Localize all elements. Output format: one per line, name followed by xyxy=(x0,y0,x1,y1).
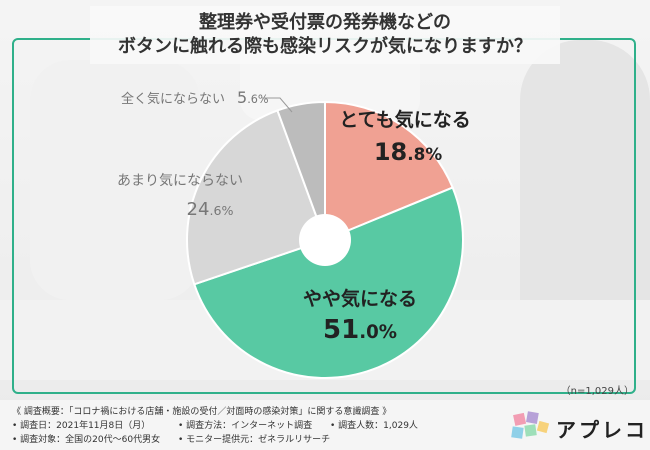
pie-slice xyxy=(324,100,454,242)
pie-slice xyxy=(193,186,464,379)
logo-tile xyxy=(524,424,537,437)
leader-line xyxy=(262,97,293,113)
survey-method: • 調査方法：インターネット調査 xyxy=(178,421,313,431)
survey-people: • 調査人数：1,029人 xyxy=(330,421,418,431)
title-line-2: ボタンに触れる際も感染リスクが気になりますか？ xyxy=(118,36,532,57)
chart-title: 整理券や受付票の発券機などの ボタンに触れる際も感染リスクが気になりますか？ xyxy=(90,6,560,64)
survey-provider: • モニター提供元：ゼネラルリサーチ xyxy=(178,435,331,445)
logo-text: アプレコ xyxy=(556,418,648,442)
logo-tile xyxy=(526,411,539,424)
logo-tile xyxy=(511,426,524,439)
slice-value-label: 18.8% xyxy=(374,138,442,166)
survey-footer: 《 調査概要：「コロナ禍における店舗・施設の受付／対面時の感染対策」に関する意識… xyxy=(0,400,650,450)
slice-category-label: あまり気にならない xyxy=(117,173,243,189)
logo-tile xyxy=(536,420,550,434)
title-line-1: 整理券や受付票の発券機などの xyxy=(199,12,451,33)
slice-value-label: 51.0% xyxy=(323,315,397,345)
survey-target: • 調査対象：全国の20代～60代男女 xyxy=(12,435,161,445)
survey-date: • 調査日：2021年11月8日（月） xyxy=(12,421,151,431)
donut-hole xyxy=(299,214,351,266)
aplaco-logo-icon xyxy=(511,411,550,439)
survey-summary: 《 調査概要：「コロナ禍における店舗・施設の受付／対面時の感染対策」に関する意識… xyxy=(12,407,392,417)
background-blur-shape xyxy=(30,60,200,300)
slice-category-label: やや気になる xyxy=(303,287,417,310)
sample-size-note: （n=1,029人） xyxy=(560,386,634,397)
slice-value-label: 5.6% xyxy=(237,88,269,107)
slice-category-label: 全く気にならない xyxy=(121,91,225,107)
pie-slice xyxy=(186,109,327,286)
slice-value-label: 24.6% xyxy=(187,199,234,220)
logo-tile xyxy=(513,412,527,426)
slice-category-label: とても気になる xyxy=(339,108,470,131)
pie-slice xyxy=(276,100,326,241)
